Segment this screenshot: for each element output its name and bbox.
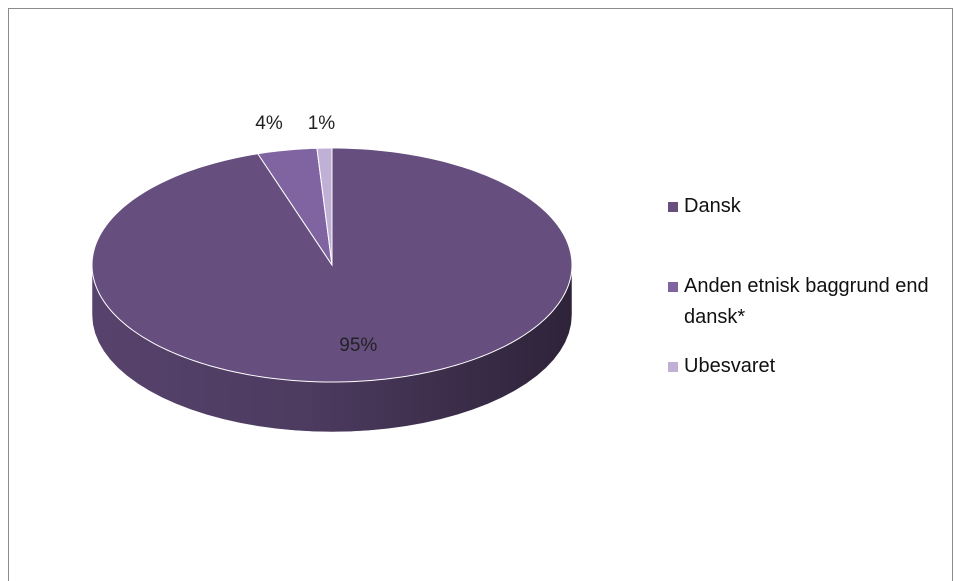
legend-item: Dansk — [668, 191, 955, 222]
data-label: 95% — [339, 335, 377, 356]
slice — [256, 147, 333, 266]
legend-label: Ubesvaret — [684, 355, 776, 377]
legend-item: Ubesvaret — [668, 351, 955, 382]
data-label: 4% — [255, 113, 283, 134]
slice — [316, 147, 333, 266]
frame — [8, 8, 953, 581]
legend-label: Dansk — [684, 195, 741, 217]
legend-swatch — [668, 362, 678, 372]
data-label: 1% — [308, 113, 336, 134]
legend-swatch — [668, 202, 678, 212]
legend-swatch — [668, 282, 678, 292]
legend-item: Anden etnisk baggrund end dansk* — [668, 271, 955, 333]
legend-label: Anden etnisk baggrund end dansk* — [684, 275, 929, 328]
